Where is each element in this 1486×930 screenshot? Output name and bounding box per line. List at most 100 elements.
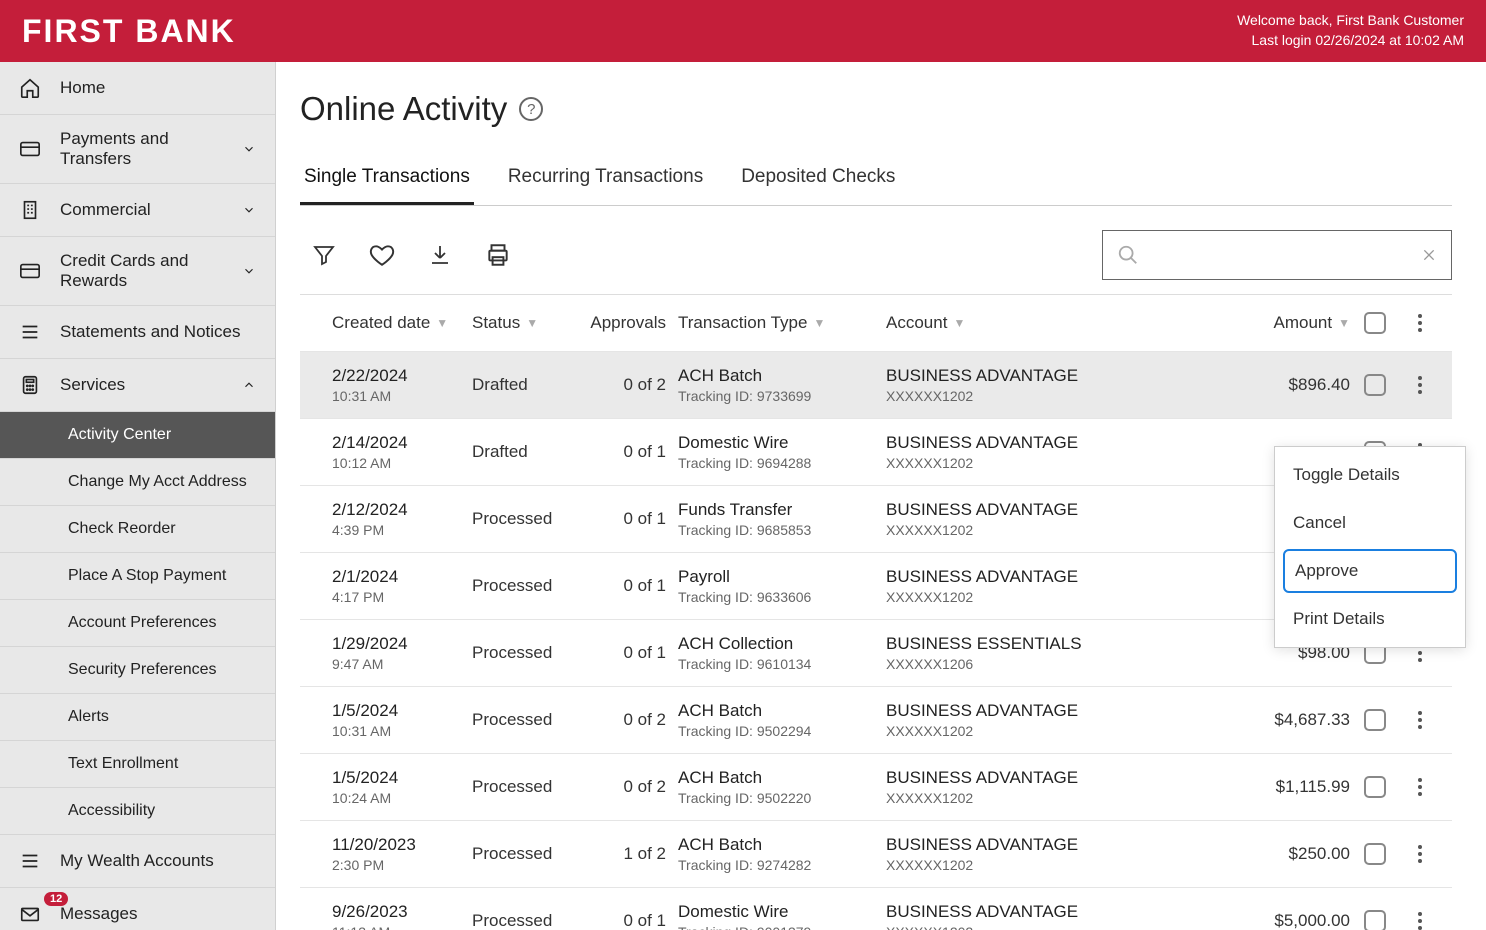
print-icon[interactable] [484, 241, 512, 269]
toolbar [300, 230, 1452, 280]
row-date: 9/26/2023 [332, 902, 408, 922]
nav-label: Statements and Notices [60, 322, 257, 342]
nav-item-statements-and-notices[interactable]: Statements and Notices [0, 306, 275, 359]
col-transaction-type[interactable]: Transaction Type▼ [666, 313, 886, 333]
row-amount: $5,000.00 [1274, 911, 1350, 930]
row-account: BUSINESS ADVANTAGE [886, 701, 1078, 721]
context-approve[interactable]: Approve [1283, 549, 1457, 593]
row-account-num: XXXXXX1202 [886, 790, 1078, 806]
nav-sub-place-a-stop-payment[interactable]: Place A Stop Payment [0, 553, 275, 600]
building-icon [18, 198, 42, 222]
col-account[interactable]: Account▼ [886, 313, 1230, 333]
table-row[interactable]: 1/5/202410:24 AMProcessed0 of 2ACH Batch… [300, 753, 1452, 820]
filter-icon[interactable] [310, 241, 338, 269]
nav-item-credit-cards-and-rewards[interactable]: Credit Cards and Rewards [0, 237, 275, 306]
col-created-date[interactable]: Created date▼ [332, 313, 472, 333]
row-status: Processed [472, 710, 552, 730]
row-menu-icon[interactable] [1408, 842, 1432, 866]
row-tracking: Tracking ID: 9610134 [678, 656, 811, 672]
chevron-down-icon [241, 141, 257, 157]
row-checkbox[interactable] [1364, 709, 1386, 731]
nav-item-messages[interactable]: Messages12 [0, 888, 275, 930]
nav-label: Messages [60, 904, 257, 924]
row-checkbox[interactable] [1364, 843, 1386, 865]
col-header-menu[interactable] [1400, 311, 1440, 335]
last-login-text: Last login 02/26/2024 at 10:02 AM [1237, 31, 1464, 51]
row-date: 2/12/2024 [332, 500, 408, 520]
tab-single-transactions[interactable]: Single Transactions [300, 156, 474, 205]
row-tracking: Tracking ID: 9502294 [678, 723, 811, 739]
table-row[interactable]: 11/20/20232:30 PMProcessed1 of 2ACH Batc… [300, 820, 1452, 887]
row-account: BUSINESS ADVANTAGE [886, 366, 1078, 386]
nav-sub-alerts[interactable]: Alerts [0, 694, 275, 741]
nav-item-commercial[interactable]: Commercial [0, 184, 275, 237]
table-row[interactable]: 9/26/202311:13 AMProcessed0 of 1Domestic… [300, 887, 1452, 930]
row-menu-icon[interactable] [1408, 775, 1432, 799]
search-box[interactable] [1102, 230, 1452, 280]
clear-search-icon[interactable] [1421, 247, 1437, 263]
search-input[interactable] [1151, 246, 1409, 264]
row-account: BUSINESS ADVANTAGE [886, 768, 1078, 788]
lines-icon [18, 849, 42, 873]
row-date: 1/5/2024 [332, 701, 398, 721]
lines-icon [18, 320, 42, 344]
row-tracking: Tracking ID: 9001379 [678, 924, 811, 930]
row-checkbox[interactable] [1364, 776, 1386, 798]
row-menu-icon[interactable] [1408, 909, 1432, 930]
row-account-num: XXXXXX1202 [886, 924, 1078, 930]
context-cancel[interactable]: Cancel [1275, 499, 1465, 547]
row-type: ACH Collection [678, 634, 811, 654]
row-tracking: Tracking ID: 9685853 [678, 522, 811, 538]
favorite-icon[interactable] [368, 241, 396, 269]
row-menu-icon[interactable] [1408, 708, 1432, 732]
welcome-text: Welcome back, First Bank Customer [1237, 11, 1464, 31]
row-approvals: 0 of 2 [623, 777, 666, 797]
row-date: 2/1/2024 [332, 567, 398, 587]
download-icon[interactable] [426, 241, 454, 269]
col-select-all[interactable] [1350, 312, 1400, 334]
nav-sub-accessibility[interactable]: Accessibility [0, 788, 275, 835]
context-toggle-details[interactable]: Toggle Details [1275, 451, 1465, 499]
row-time: 11:13 AM [332, 924, 408, 930]
row-time: 9:47 AM [332, 656, 408, 672]
col-amount[interactable]: Amount▼ [1230, 313, 1350, 333]
row-type: Domestic Wire [678, 902, 811, 922]
row-status: Drafted [472, 375, 528, 395]
row-approvals: 0 of 2 [623, 375, 666, 395]
nav-sub-text-enrollment[interactable]: Text Enrollment [0, 741, 275, 788]
nav-item-services[interactable]: Services [0, 359, 275, 412]
nav-sub-change-my-acct-address[interactable]: Change My Acct Address [0, 459, 275, 506]
tabs: Single Transactions Recurring Transaction… [300, 156, 1452, 206]
row-checkbox[interactable] [1364, 374, 1386, 396]
row-date: 2/14/2024 [332, 433, 408, 453]
nav-sub-check-reorder[interactable]: Check Reorder [0, 506, 275, 553]
row-checkbox[interactable] [1364, 910, 1386, 930]
row-type: ACH Batch [678, 366, 811, 386]
row-amount: $896.40 [1289, 375, 1350, 395]
table-row[interactable]: 2/22/202410:31 AMDrafted0 of 2ACH BatchT… [300, 351, 1452, 418]
col-status[interactable]: Status▼ [472, 313, 584, 333]
nav-sub-security-preferences[interactable]: Security Preferences [0, 647, 275, 694]
help-icon[interactable]: ? [519, 97, 543, 121]
tab-recurring-transactions[interactable]: Recurring Transactions [504, 156, 707, 205]
table-row[interactable]: 1/5/202410:31 AMProcessed0 of 2ACH Batch… [300, 686, 1452, 753]
row-date: 1/29/2024 [332, 634, 408, 654]
row-menu-icon[interactable] [1408, 373, 1432, 397]
nav-item-payments-and-transfers[interactable]: Payments and Transfers [0, 115, 275, 184]
context-print-details[interactable]: Print Details [1275, 595, 1465, 643]
row-approvals: 0 of 1 [623, 643, 666, 663]
nav-item-my-wealth-accounts[interactable]: My Wealth Accounts [0, 835, 275, 888]
row-account-num: XXXXXX1202 [886, 723, 1078, 739]
nav-sub-account-preferences[interactable]: Account Preferences [0, 600, 275, 647]
nav-sub-activity-center[interactable]: Activity Center [0, 412, 275, 459]
row-account: BUSINESS ADVANTAGE [886, 500, 1078, 520]
row-account-num: XXXXXX1202 [886, 388, 1078, 404]
row-approvals: 0 of 1 [623, 442, 666, 462]
tab-deposited-checks[interactable]: Deposited Checks [737, 156, 899, 205]
col-approvals[interactable]: Approvals [584, 313, 666, 333]
row-time: 10:31 AM [332, 723, 398, 739]
nav-label: Home [60, 78, 257, 98]
nav-item-home[interactable]: Home [0, 62, 275, 115]
search-icon [1117, 244, 1139, 266]
row-account: BUSINESS ADVANTAGE [886, 433, 1078, 453]
